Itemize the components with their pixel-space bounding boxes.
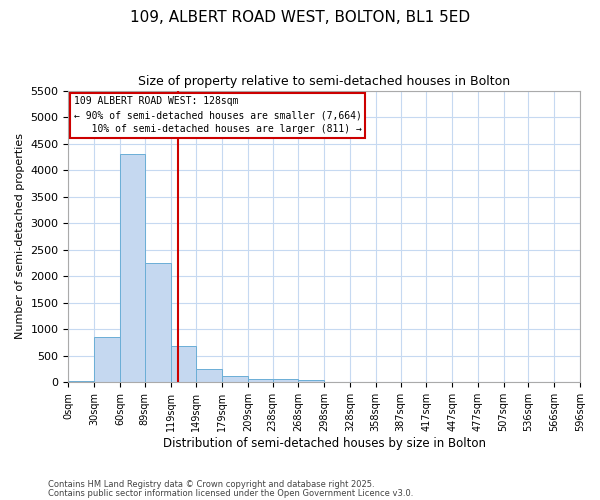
- Bar: [68, 381, 94, 382]
- Y-axis label: Number of semi-detached properties: Number of semi-detached properties: [15, 134, 25, 340]
- Title: Size of property relative to semi-detached houses in Bolton: Size of property relative to semi-detach…: [138, 75, 510, 88]
- Bar: [94, 338, 120, 382]
- Bar: [120, 154, 145, 382]
- Bar: [170, 346, 196, 382]
- Bar: [248, 379, 272, 382]
- Bar: [222, 376, 248, 382]
- Text: Contains HM Land Registry data © Crown copyright and database right 2025.: Contains HM Land Registry data © Crown c…: [48, 480, 374, 489]
- Text: 109, ALBERT ROAD WEST, BOLTON, BL1 5ED: 109, ALBERT ROAD WEST, BOLTON, BL1 5ED: [130, 10, 470, 25]
- Bar: [145, 263, 170, 382]
- Bar: [298, 380, 324, 382]
- Bar: [196, 369, 222, 382]
- X-axis label: Distribution of semi-detached houses by size in Bolton: Distribution of semi-detached houses by …: [163, 437, 486, 450]
- Bar: [272, 380, 298, 382]
- Text: Contains public sector information licensed under the Open Government Licence v3: Contains public sector information licen…: [48, 488, 413, 498]
- Text: 109 ALBERT ROAD WEST: 128sqm
← 90% of semi-detached houses are smaller (7,664)
 : 109 ALBERT ROAD WEST: 128sqm ← 90% of se…: [74, 96, 361, 134]
